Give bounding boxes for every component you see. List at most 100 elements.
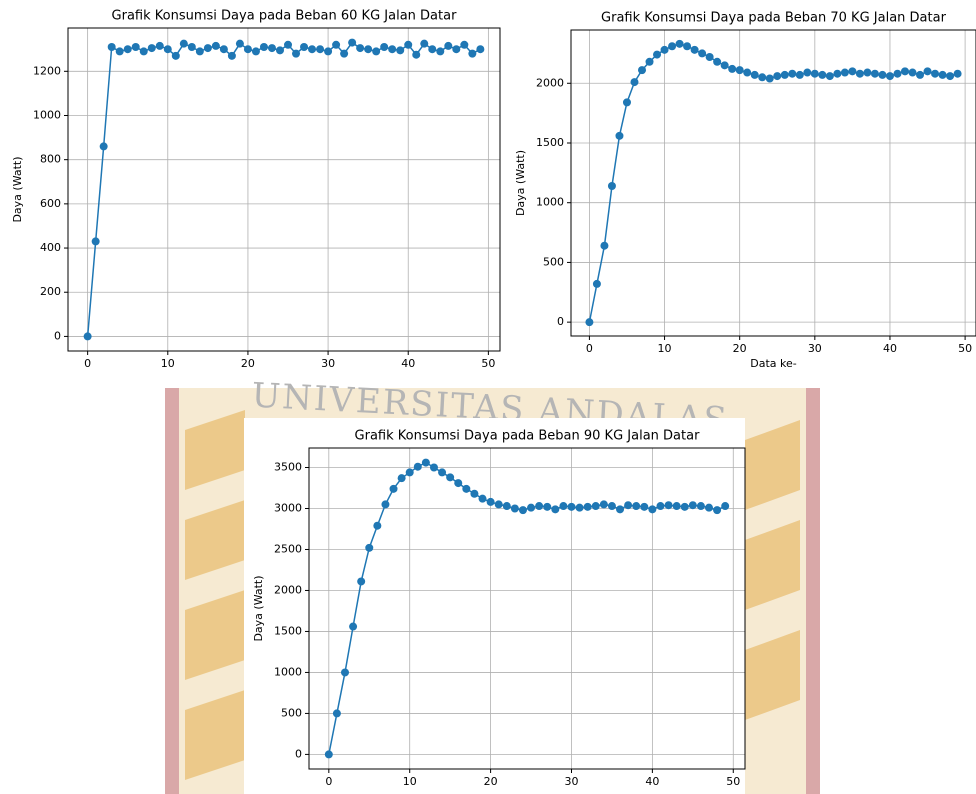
- data-point: [341, 668, 349, 676]
- x-tick-label: 50: [958, 342, 972, 355]
- data-point: [584, 503, 592, 511]
- data-point: [624, 501, 632, 509]
- data-point: [124, 45, 132, 53]
- data-point: [460, 41, 468, 49]
- data-point: [751, 71, 759, 79]
- data-point: [422, 459, 430, 467]
- data-point: [212, 42, 220, 50]
- data-point: [396, 46, 404, 54]
- data-point: [909, 69, 917, 77]
- y-tick-label: 0: [557, 315, 564, 328]
- data-point: [758, 73, 766, 81]
- data-point: [856, 70, 864, 78]
- data-point: [380, 43, 388, 51]
- x-tick-label: 20: [733, 342, 747, 355]
- data-point: [728, 65, 736, 73]
- data-point: [420, 40, 428, 48]
- x-tick-label: 20: [241, 357, 255, 370]
- data-point: [826, 72, 834, 80]
- data-point: [462, 485, 470, 493]
- chart-title: Grafik Konsumsi Daya pada Beban 70 KG Ja…: [601, 11, 947, 26]
- data-point: [527, 504, 535, 512]
- data-point: [593, 280, 601, 288]
- data-point: [430, 464, 438, 472]
- data-point: [116, 47, 124, 55]
- watermark-border: [165, 388, 179, 794]
- data-point: [924, 67, 932, 75]
- y-tick-label: 1500: [274, 624, 302, 637]
- data-point: [886, 72, 894, 80]
- data-point: [406, 468, 414, 476]
- data-point: [721, 61, 729, 69]
- data-point: [404, 41, 412, 49]
- data-point: [444, 42, 452, 50]
- data-point: [196, 47, 204, 55]
- data-point: [721, 502, 729, 510]
- x-tick-label: 10: [658, 342, 672, 355]
- data-point: [487, 498, 495, 506]
- data-point: [665, 501, 673, 509]
- x-tick-label: 20: [484, 775, 498, 788]
- data-point: [180, 40, 188, 48]
- data-point: [576, 504, 584, 512]
- data-point: [638, 66, 646, 74]
- x-axis-label: Data ke-: [750, 357, 797, 370]
- data-point: [519, 506, 527, 514]
- data-point: [713, 58, 721, 66]
- data-point: [436, 47, 444, 55]
- y-tick-label: 2000: [274, 583, 302, 596]
- data-point: [788, 70, 796, 78]
- data-point: [691, 46, 699, 54]
- data-point: [668, 42, 676, 50]
- data-point: [653, 51, 661, 59]
- page: UNIVERSITAS ANDALAS 01020304050020040060…: [0, 0, 976, 794]
- data-point: [615, 132, 623, 140]
- y-tick-label: 1000: [274, 665, 302, 678]
- data-point: [511, 504, 519, 512]
- y-tick-label: 0: [54, 329, 61, 342]
- data-point: [156, 42, 164, 50]
- y-axis-label: Daya (Watt): [11, 156, 24, 222]
- data-point: [332, 41, 340, 49]
- data-point: [803, 69, 811, 77]
- data-point: [661, 46, 669, 54]
- data-point: [100, 142, 108, 150]
- data-point: [148, 44, 156, 52]
- x-tick-label: 0: [325, 775, 332, 788]
- data-point: [863, 69, 871, 77]
- y-tick-label: 1200: [33, 64, 61, 77]
- data-point: [630, 78, 638, 86]
- data-point: [172, 52, 180, 60]
- data-point: [616, 505, 624, 513]
- chart-title: Grafik Konsumsi Daya pada Beban 90 KG Ja…: [355, 429, 701, 444]
- data-point: [648, 505, 656, 513]
- data-point: [316, 45, 324, 53]
- data-point: [878, 71, 886, 79]
- data-point: [683, 42, 691, 50]
- data-point: [348, 39, 356, 47]
- data-point: [204, 44, 212, 52]
- y-tick-label: 0: [295, 747, 302, 760]
- data-point: [372, 47, 380, 55]
- data-point: [333, 709, 341, 717]
- data-point: [92, 237, 100, 245]
- data-point: [608, 182, 616, 190]
- data-point: [766, 74, 774, 82]
- data-point: [132, 43, 140, 51]
- data-point: [140, 47, 148, 55]
- data-point: [632, 502, 640, 510]
- data-point: [871, 70, 879, 78]
- data-point: [543, 503, 551, 511]
- x-tick-label: 50: [726, 775, 740, 788]
- data-point: [646, 58, 654, 66]
- chart: 010203040500500100015002000Grafik Konsum…: [514, 11, 976, 371]
- data-point: [551, 505, 559, 513]
- x-tick-label: 30: [321, 357, 335, 370]
- data-point: [244, 45, 252, 53]
- data-point: [585, 318, 593, 326]
- data-point: [796, 71, 804, 79]
- data-point: [939, 71, 947, 79]
- data-point: [284, 41, 292, 49]
- data-point: [848, 67, 856, 75]
